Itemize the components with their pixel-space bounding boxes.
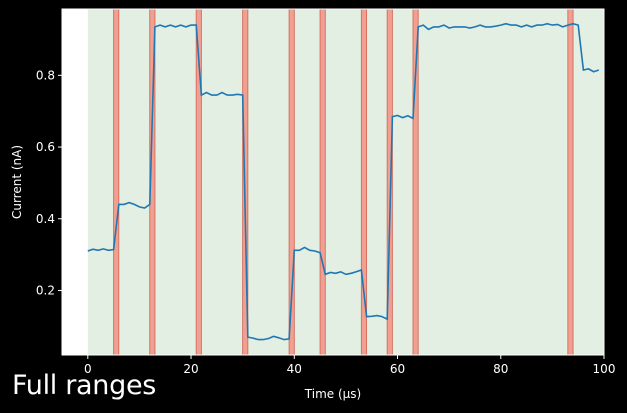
- x-tick-label: 60: [390, 362, 405, 376]
- y-axis-label: Current (nA): [10, 145, 24, 219]
- x-tick-label: 80: [493, 362, 508, 376]
- series-line: [87, 22, 600, 341]
- y-tick-label: 0.6: [36, 140, 55, 154]
- x-tick-label: 40: [287, 362, 302, 376]
- shaded-region: [87, 9, 605, 355]
- y-tick-label: 0.2: [36, 283, 55, 297]
- transition-marker: [319, 8, 326, 356]
- x-axis-label: Time (μs): [304, 387, 361, 401]
- transition-marker: [567, 8, 574, 356]
- transition-marker: [113, 8, 120, 356]
- x-tick-label: 0: [84, 362, 92, 376]
- caption: Full ranges: [12, 370, 157, 401]
- x-tick-label: 100: [593, 362, 616, 376]
- y-tick-label: 0.8: [36, 68, 55, 82]
- y-tick-label: 0.4: [36, 212, 55, 226]
- x-tick-label: 20: [183, 362, 198, 376]
- plot-frame: [61, 8, 605, 356]
